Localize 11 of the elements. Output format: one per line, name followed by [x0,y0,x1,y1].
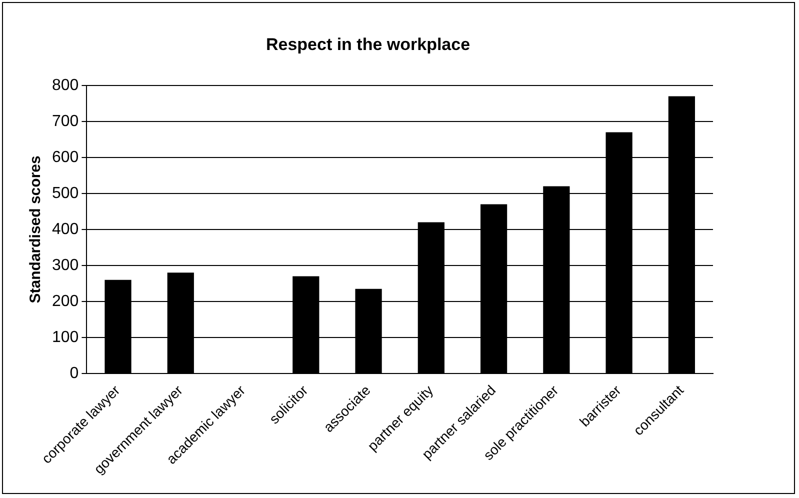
y-tick-label: 400 [52,220,79,238]
y-tick-label: 800 [52,76,79,94]
y-tick-label: 300 [52,256,79,274]
y-tick-label: 200 [52,292,79,310]
y-tick-label: 0 [70,364,79,382]
y-axis-title: Standardised scores [27,156,44,304]
y-tick-label: 600 [52,148,79,166]
chart-title: Respect in the workplace [266,34,470,54]
y-tick-label: 700 [52,112,79,130]
y-tick-label: 500 [52,184,79,202]
y-tick-label: 100 [52,328,79,346]
